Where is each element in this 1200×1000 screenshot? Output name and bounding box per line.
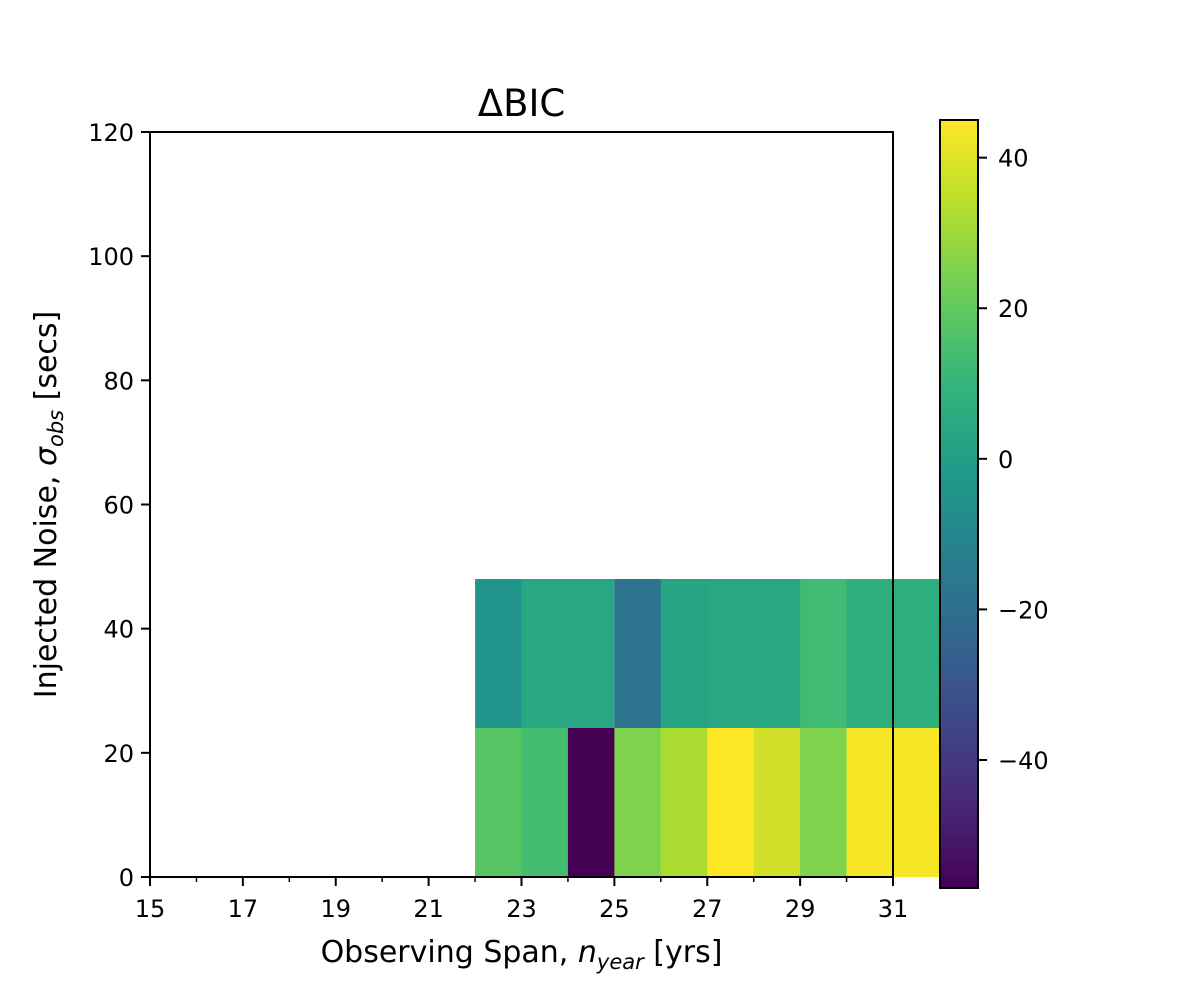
y-tick-label: 60 bbox=[103, 492, 134, 520]
colorbar-tick-label: 0 bbox=[998, 446, 1013, 474]
label-subscript: obs bbox=[44, 410, 68, 447]
label-prefix: Observing Span, bbox=[321, 935, 578, 970]
x-tick-label: 17 bbox=[228, 895, 259, 923]
label-subscript: year bbox=[596, 950, 645, 974]
x-tick-label: 29 bbox=[785, 895, 816, 923]
x-axis-label: Observing Span, nyear [yrs] bbox=[321, 935, 723, 974]
y-tick-label: 0 bbox=[119, 864, 134, 892]
x-tick-label: 23 bbox=[506, 895, 537, 923]
y-tick-label: 120 bbox=[88, 119, 134, 147]
chart-title: ΔBIC bbox=[478, 82, 565, 125]
label-suffix: [secs] bbox=[29, 311, 64, 410]
colorbar-tick-label: 20 bbox=[998, 295, 1029, 323]
y-tick-label: 20 bbox=[103, 740, 134, 768]
x-tick-label: 19 bbox=[320, 895, 351, 923]
x-tick-label: 25 bbox=[599, 895, 630, 923]
x-tick-label: 21 bbox=[413, 895, 444, 923]
colorbar-tick-label: −20 bbox=[998, 596, 1049, 624]
y-axis: 0 20 40 60 80 100 120 bbox=[88, 119, 150, 892]
heatmap-cell bbox=[521, 579, 615, 728]
colorbar-tick-label: −40 bbox=[998, 747, 1049, 775]
y-tick-label: 40 bbox=[103, 616, 134, 644]
colorbar-tick-label: 40 bbox=[998, 145, 1029, 173]
y-tick-label: 100 bbox=[88, 243, 134, 271]
colorbar bbox=[939, 119, 979, 889]
y-tick-label: 80 bbox=[103, 367, 134, 395]
label-variable: σ bbox=[29, 446, 64, 466]
label-suffix: [yrs] bbox=[644, 935, 723, 970]
y-axis-label: Injected Noise, σobs [secs] bbox=[29, 311, 68, 699]
label-variable: n bbox=[578, 935, 597, 970]
label-prefix: Injected Noise, bbox=[29, 466, 64, 698]
x-axis: 15 17 19 21 23 25 27 29 31 bbox=[135, 877, 909, 923]
colorbar-axis: −40 −20 0 20 40 bbox=[978, 145, 1049, 775]
x-tick-label: 31 bbox=[878, 895, 909, 923]
x-tick-label: 15 bbox=[135, 895, 166, 923]
heatmap-cells bbox=[475, 579, 940, 877]
x-tick-label: 27 bbox=[692, 895, 723, 923]
